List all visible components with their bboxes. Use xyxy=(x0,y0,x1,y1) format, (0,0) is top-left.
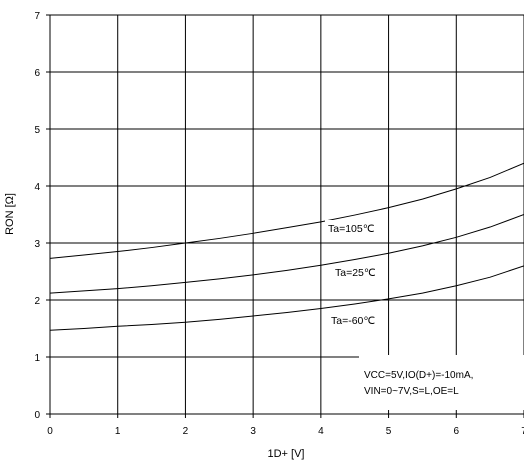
y-axis-label: RON [Ω] xyxy=(4,193,16,235)
y-tick-label-2: 2 xyxy=(34,296,40,307)
curve-ta-neg60 xyxy=(49,265,524,331)
x-tick-label-5: 5 xyxy=(386,426,392,437)
curve-label-105: Ta=105℃ xyxy=(328,223,375,235)
x-tick-label-2: 2 xyxy=(183,426,189,437)
grid xyxy=(46,14,524,418)
x-tick-label-0: 0 xyxy=(47,426,53,437)
x-tick-label-6: 6 xyxy=(454,426,460,437)
conditions-line-1: VCC=5V,IO(D+)=-10mA, xyxy=(364,370,473,381)
x-tick-label-1: 1 xyxy=(115,426,121,437)
y-tick-label-4: 4 xyxy=(34,182,40,193)
x-axis-label: 1D+ [V] xyxy=(268,448,305,460)
y-tick-label-1: 1 xyxy=(34,353,40,364)
curve-labels: Ta=105℃ Ta=25℃ Ta=-60℃ xyxy=(325,220,387,327)
curves xyxy=(49,162,524,331)
x-tick-label-3: 3 xyxy=(250,426,256,437)
conditions-box-background xyxy=(359,355,524,410)
conditions-line-2: VIN=0~7V,S=L,OE=L xyxy=(364,386,459,397)
y-tick-label-7: 7 xyxy=(34,11,40,22)
curve-label-25: Ta=25℃ xyxy=(335,267,376,279)
label-bg-25 xyxy=(332,264,387,279)
tick-labels: 0 1 2 3 4 5 6 7 0 1 2 3 4 5 6 7 xyxy=(34,11,524,437)
y-tick-label-0: 0 xyxy=(34,410,40,421)
label-bg-105 xyxy=(325,220,387,235)
curve-label-neg60: Ta=-60℃ xyxy=(331,315,375,327)
y-tick-label-5: 5 xyxy=(34,125,40,136)
curve-ta-105 xyxy=(49,162,524,259)
x-tick-label-7: 7 xyxy=(521,426,524,437)
curve-ta-25 xyxy=(49,214,524,294)
label-bg-neg60 xyxy=(328,312,386,327)
conditions-box: VCC=5V,IO(D+)=-10mA, VIN=0~7V,S=L,OE=L xyxy=(359,355,524,410)
y-tick-label-3: 3 xyxy=(34,239,40,250)
y-tick-label-6: 6 xyxy=(34,68,40,79)
x-tick-label-4: 4 xyxy=(318,426,324,437)
